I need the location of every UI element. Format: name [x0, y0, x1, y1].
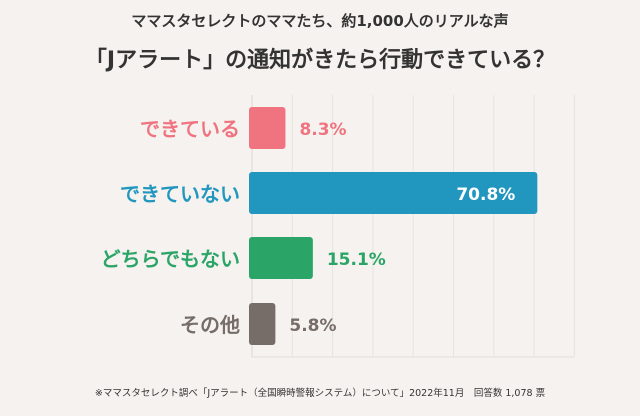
value-label: 15.1%	[327, 250, 386, 270]
bar-2	[249, 172, 538, 214]
category-label: できている	[140, 117, 240, 141]
category-label: どちらでもない	[101, 247, 240, 271]
value-label: 8.3%	[299, 120, 346, 140]
category-label: その他	[180, 313, 240, 337]
value-label: 5.8%	[289, 316, 336, 336]
bar-1	[249, 107, 286, 149]
chart-subtitle: ママスタセレクトのママたち、約1,000人のリアルな声	[131, 12, 509, 30]
bar-3	[249, 237, 313, 279]
bar-4	[249, 303, 276, 345]
source-note: ※ママスタセレクト調べ「Jアラート（全国瞬時警報システム）について」2022年1…	[94, 388, 546, 399]
chart-title: 「Jアラート」の通知がきたら行動できている？	[84, 48, 556, 73]
category-label: できていない	[120, 182, 240, 206]
value-label: 70.8%	[456, 185, 515, 205]
